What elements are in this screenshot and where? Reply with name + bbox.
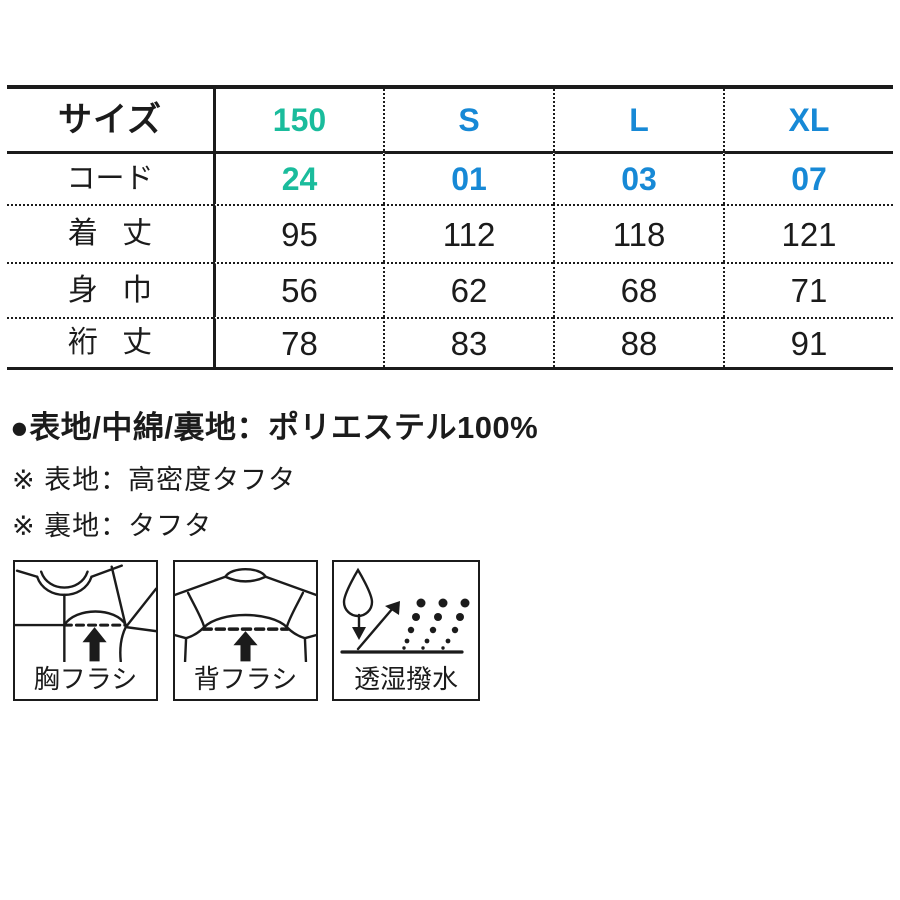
feature-box-water-repellent: 透湿撥水 [332,560,480,701]
body-length-xl: 121 [723,204,893,262]
sleeve-length-xl: 91 [723,317,893,367]
body-length-s: 112 [383,204,553,262]
body-width-s: 62 [383,262,553,317]
body-width-l: 68 [553,262,723,317]
code-value-s: 01 [383,151,553,204]
feature-box-chest-flash: 胸フラシ [13,560,158,701]
feature-label: 透湿撥水 [353,664,458,694]
sleeve-length-s: 83 [383,317,553,367]
code-value-xl: 07 [723,151,893,204]
code-value-150: 24 [213,151,383,204]
sleeve-length-label: 裄 丈 [7,317,213,367]
code-value-l: 03 [553,151,723,204]
size-header-xl: XL [723,89,893,151]
body-length-150: 95 [213,204,383,262]
lining-note: ※ 裏地：タフタ [12,511,213,541]
back-flash-icon [175,567,316,662]
breathable-water-repellent-icon [340,567,470,654]
size-row-label: サイズ [58,101,162,139]
size-spec-table: サイズ 150 S L XL コード 24 01 03 07 着 丈 95 11… [7,85,893,370]
body-length-l: 118 [553,204,723,262]
code-row-label: コード [7,151,213,204]
feature-label: 背フラシ [193,664,298,694]
size-header-l: L [553,89,723,151]
chest-flash-icon [15,564,156,662]
body-width-xl: 71 [723,262,893,317]
sleeve-length-l: 88 [553,317,723,367]
body-width-150: 56 [213,262,383,317]
size-header-150: 150 [213,89,383,151]
feature-label: 胸フラシ [33,664,138,694]
water-drop-icon [342,567,374,618]
size-header-s: S [383,89,553,151]
sleeve-length-150: 78 [213,317,383,367]
body-length-label: 着 丈 [7,204,213,262]
vapor-dots [402,598,470,650]
feature-box-back-flash: 背フラシ [173,560,318,701]
body-width-label: 身 巾 [7,262,213,317]
material-note: ●表地/中綿/裏地：ポリエステル100% [10,410,539,445]
outer-fabric-note: ※ 表地：高密度タフタ [12,465,297,495]
